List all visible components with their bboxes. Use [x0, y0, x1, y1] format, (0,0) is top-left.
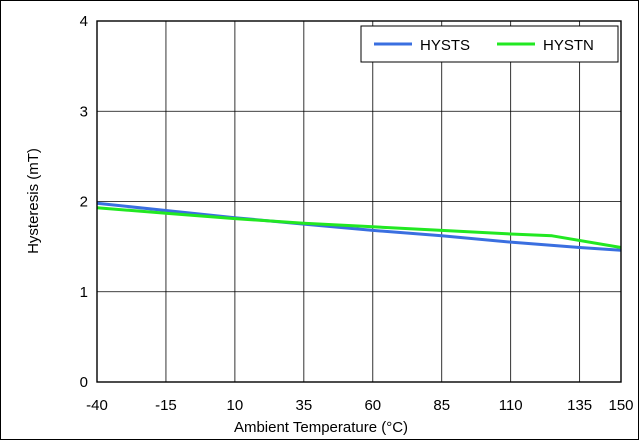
grid [97, 21, 621, 382]
y-tick-label: 0 [80, 374, 88, 391]
y-tick-label: 2 [80, 194, 88, 211]
x-tick-label: 35 [295, 397, 312, 414]
series-line-hystn [96, 206, 622, 249]
plot-area-border [96, 20, 622, 383]
x-tick-label: 110 [499, 397, 523, 414]
legend-label-hystn: HYSTN [543, 37, 594, 54]
y-tick-label: 1 [80, 284, 88, 301]
series-lines [96, 201, 622, 252]
series-line-hysts [96, 201, 622, 252]
y-tick-labels: 0 1 2 3 4 [80, 13, 88, 391]
x-tick-label: 85 [433, 397, 450, 414]
y-tick-label: 3 [80, 103, 88, 120]
x-tick-label: 150 [608, 397, 633, 414]
y-tick-label: 4 [80, 13, 88, 30]
x-tick-labels: -40 -15 10 35 60 85 110 135 150 [86, 397, 633, 414]
x-axis-title: Ambient Temperature (°C) [234, 419, 408, 436]
x-tick-label: 10 [227, 397, 244, 414]
x-tick-label: 135 [567, 397, 592, 414]
x-tick-label: -40 [86, 397, 108, 414]
y-axis-title: Hysteresis (mT) [25, 148, 42, 254]
x-tick-label: -15 [155, 397, 177, 414]
legend: HYSTS HYSTN [360, 25, 619, 63]
legend-label-hysts: HYSTS [420, 37, 470, 54]
x-tick-label: 60 [364, 397, 381, 414]
